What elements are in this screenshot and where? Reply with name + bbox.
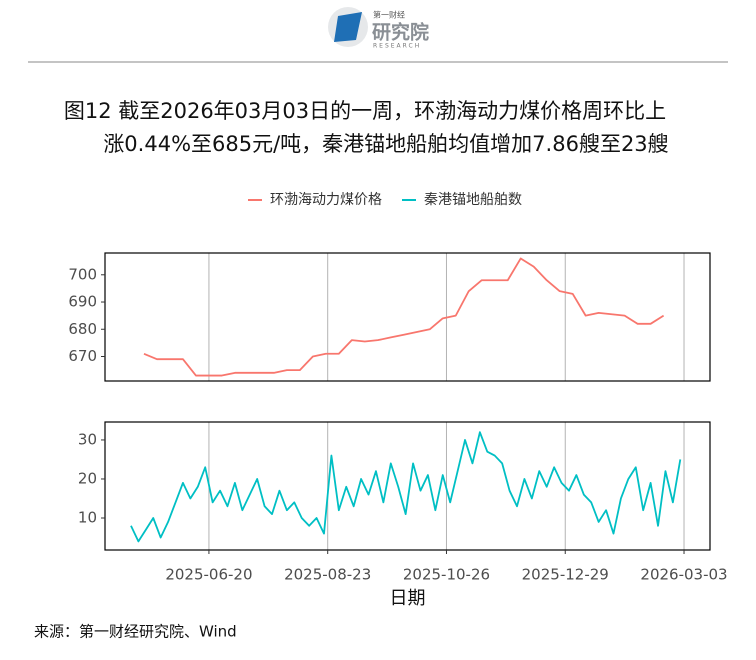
panel-border xyxy=(104,252,711,382)
legend-label: 秦港锚地船舶数 xyxy=(424,192,522,208)
data-line xyxy=(143,257,665,377)
x-tick-label: 2025-10-26 xyxy=(403,566,490,584)
y-tick-label: 700 xyxy=(68,265,97,283)
y-tick-label: 670 xyxy=(68,347,97,365)
logo-text: 研究院 xyxy=(372,21,429,44)
x-axis-label: 日期 xyxy=(390,588,426,609)
x-tick-label: 2026-03-03 xyxy=(640,566,727,584)
legend-label: 环渤海动力煤价格 xyxy=(270,192,382,208)
panel-border xyxy=(104,421,711,551)
source: 来源：第一财经研究院、Wind xyxy=(34,623,237,641)
title: 涨0.44%至685元/吨，秦港锚地船舶均值增加7.86艘至23艘 xyxy=(103,132,668,156)
y-tick-label: 690 xyxy=(68,293,97,311)
x-tick-label: 2025-08-23 xyxy=(284,566,371,584)
y-tick-label: 680 xyxy=(68,320,97,338)
logo-text: RESEARCH xyxy=(373,43,421,50)
y-tick-label: 20 xyxy=(78,469,97,487)
data-line xyxy=(130,431,682,543)
y-tick-label: 30 xyxy=(78,430,97,448)
logo-icon xyxy=(334,12,362,42)
logo: 第一财经 研究院 RESEARCH xyxy=(328,7,429,50)
x-tick-label: 2025-12-29 xyxy=(522,566,609,584)
logo-text: 第一财经 xyxy=(373,10,405,20)
x-tick-label: 2025-06-20 xyxy=(165,566,252,584)
title: 图12 截至2026年03月03日的一周，环渤海动力煤价格周环比上 xyxy=(64,99,666,123)
y-tick-label: 10 xyxy=(78,509,97,527)
